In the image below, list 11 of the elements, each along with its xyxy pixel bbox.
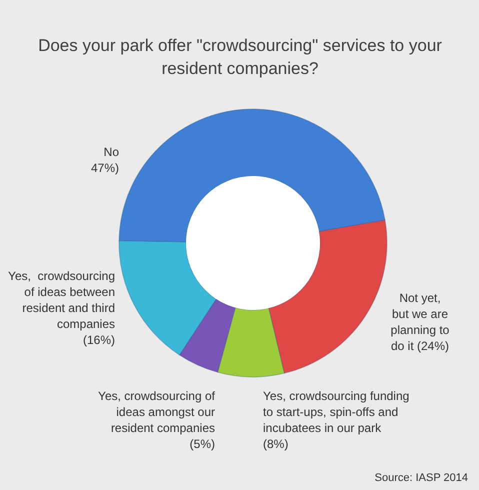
slice-label: Yes, crowdsourcing of ideas amongst our resident companies <box>98 389 216 435</box>
slice-label: Not yet, but we are planning to do it (24%) <box>390 291 450 353</box>
data-label: 47%) <box>90 161 119 175</box>
slice-label: No <box>104 145 120 159</box>
source-note: Source: IASP 2014 <box>374 472 468 484</box>
data-label: (8%) <box>263 437 288 451</box>
slice-label: Yes, crowdsourcing of ideas between resident and third companies <box>8 269 115 331</box>
data-label: (5%) <box>190 437 215 451</box>
chart-title: Does your park offer "crowdsourcing" services to your resident companies? <box>38 36 442 78</box>
data-label: (16%) <box>82 333 115 347</box>
slice-label: Yes, crowdsourcing funding to start-ups, spin-offs and incubatees in our park <box>263 389 410 435</box>
